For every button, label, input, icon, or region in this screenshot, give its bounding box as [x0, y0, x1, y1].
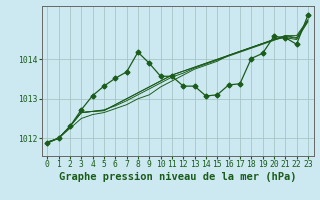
- X-axis label: Graphe pression niveau de la mer (hPa): Graphe pression niveau de la mer (hPa): [59, 172, 296, 182]
